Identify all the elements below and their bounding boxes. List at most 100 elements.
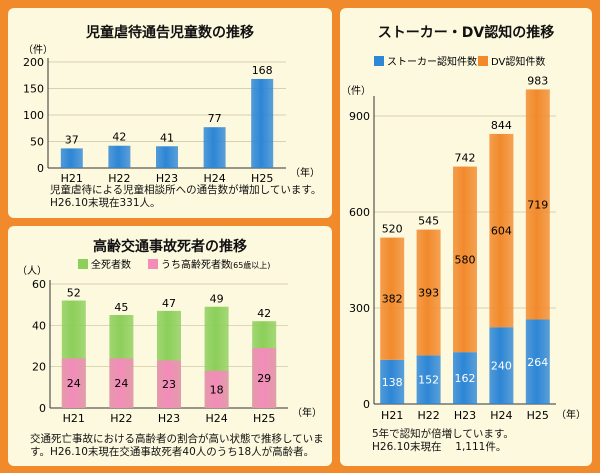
data-label-elderly: 18 xyxy=(210,383,224,396)
data-label-stalker: 240 xyxy=(491,360,512,373)
bar-dv-h22 xyxy=(416,229,441,356)
y-tick-label: 900 xyxy=(349,110,370,123)
data-label: 77 xyxy=(208,112,222,125)
bar-elderly-h22 xyxy=(109,358,134,408)
bar-elderly-h25 xyxy=(252,348,277,408)
legend-swatch xyxy=(148,259,158,269)
note-line-2: す。H26.10末現在交通事故死者40人のうち18人が高齢者。 xyxy=(30,446,315,458)
chart-note: 児童虐待による児童相談所への通告数が増加しています。 H26.10末現在331人… xyxy=(50,184,321,210)
data-label-total: 520 xyxy=(382,223,403,236)
note-line-1: 5年で認知が倍増しています。 xyxy=(372,428,514,440)
y-tick-label: 200 xyxy=(23,56,44,69)
data-label-dv: 393 xyxy=(418,286,439,299)
data-label-total: 983 xyxy=(527,74,548,87)
x-tick-label: H22 xyxy=(110,412,132,425)
x-tick-label: H23 xyxy=(158,412,180,425)
bar-stalker-h21 xyxy=(380,359,405,404)
x-tick-label: H21 xyxy=(63,412,85,425)
stalker-dv-chart: 0 300 600 900 （件） （年） ストーカー認知件数 DV認知件数 138 382 520… xyxy=(341,55,586,422)
x-tick-label: H25 xyxy=(527,409,549,422)
bar-h24 xyxy=(203,127,226,168)
legend-swatch xyxy=(478,56,488,66)
x-tick-label: H23 xyxy=(454,409,476,422)
bar-stalker-h24 xyxy=(489,327,514,404)
x-tick-label: H24 xyxy=(205,412,227,425)
data-label-elderly: 23 xyxy=(162,378,176,391)
x-tick-label: H21 xyxy=(381,409,403,422)
legend-swatch xyxy=(78,259,88,269)
chart-title: ストーカー・DV認知の推移 xyxy=(377,25,555,41)
data-label-elderly: 29 xyxy=(257,372,271,385)
y-tick-label: 150 xyxy=(23,83,44,96)
legend-label: 全死者数 xyxy=(91,258,131,271)
data-label-dv: 719 xyxy=(527,198,548,211)
data-label-total: 742 xyxy=(455,152,476,165)
elderly-traffic-chart: 0 20 40 60（人） （年） 全死者数 うち高齢死者数 (65歳以上) 52 24 H21 45… xyxy=(17,258,322,425)
x-tick-label: H22 xyxy=(108,172,130,185)
data-label-stalker: 162 xyxy=(455,372,476,385)
data-label: 168 xyxy=(252,64,273,77)
bar-h25 xyxy=(251,78,274,168)
bar-dv-h24 xyxy=(489,133,514,328)
x-axis-unit: （年） xyxy=(290,166,320,179)
chart-title: 高齢交通事故死者の推移 xyxy=(93,239,247,255)
legend-label: ストーカー認知件数 xyxy=(387,55,477,68)
x-tick-label: H25 xyxy=(251,172,273,185)
bar-dv-h21 xyxy=(380,237,405,360)
bar-stalker-h25 xyxy=(525,319,550,404)
bar-h21 xyxy=(60,148,83,168)
data-label-stalker: 264 xyxy=(527,356,548,369)
data-label-total: 52 xyxy=(67,287,81,300)
data-label-total: 844 xyxy=(491,119,512,132)
bar-stalker-h22 xyxy=(416,355,441,404)
bar-elderly-h24 xyxy=(204,370,229,408)
y-tick-label: 0 xyxy=(363,398,370,411)
bar-stalker-h23 xyxy=(453,352,477,404)
legend-label: うち高齢死者数 xyxy=(161,258,231,271)
x-tick-label: H24 xyxy=(203,172,225,185)
child-abuse-panel: 児童虐待通告児童数の推移 0 50 100 150 200 （件） （年） 37 H21 42 H2… xyxy=(8,8,332,218)
data-label-dv: 580 xyxy=(455,253,476,266)
data-label-stalker: 138 xyxy=(382,376,403,389)
data-label-dv: 382 xyxy=(382,293,403,306)
data-label-dv: 604 xyxy=(491,225,512,238)
x-tick-label: H21 xyxy=(61,172,83,185)
child-abuse-chart: 0 50 100 150 200（件） （年） 37 H21 42 H22 41 H23 77 H24 16… xyxy=(23,44,320,185)
y-tick-label: 100 xyxy=(23,109,44,122)
chart-note: 交通死亡事故における高齢者の割合が高い状態で推移していま す。H26.10末現在… xyxy=(30,433,324,459)
y-axis-label: （人） xyxy=(17,265,47,277)
data-label-total: 42 xyxy=(257,307,271,320)
legend-label: DV認知件数 xyxy=(491,55,545,68)
note-line-1: 児童虐待による児童相談所への通告数が増加しています。 xyxy=(50,184,322,196)
note-line-2: H26.10末現在 1,111件。 xyxy=(372,441,507,453)
data-label-stalker: 152 xyxy=(418,374,439,387)
elderly-traffic-panel: 高齢交通事故死者の推移 0 20 40 60 （人） （年） 全死者数 うち高齢死者数 (65歳… xyxy=(8,226,332,466)
chart-note: 5年で認知が倍増しています。 H26.10末現在 1,111件。 xyxy=(372,428,514,454)
x-tick-label: H23 xyxy=(156,172,178,185)
legend-note: (65歳以上) xyxy=(230,260,270,270)
data-label-elderly: 24 xyxy=(67,377,81,390)
x-axis-unit: （年） xyxy=(292,406,322,419)
y-tick-label: 0 xyxy=(39,402,46,415)
y-tick-label: 20 xyxy=(32,361,46,374)
y-tick-label: 600 xyxy=(349,206,370,219)
x-tick-label: H24 xyxy=(490,409,512,422)
y-tick-label: 60 xyxy=(32,278,46,291)
chart-title: 児童虐待通告児童数の推移 xyxy=(86,25,254,41)
note-line-1: 交通死亡事故における高齢者の割合が高い状態で推移していま xyxy=(30,433,324,445)
y-axis-label: （件） xyxy=(341,85,371,97)
y-tick-label: 40 xyxy=(32,319,46,332)
data-label-total: 49 xyxy=(210,293,224,306)
x-tick-label: H25 xyxy=(253,412,275,425)
data-label: 41 xyxy=(160,131,174,144)
y-axis-label: （件） xyxy=(23,44,53,56)
bar-h23 xyxy=(156,146,178,168)
bar-dv-h25 xyxy=(525,89,550,320)
y-tick-label: 300 xyxy=(349,302,370,315)
x-axis-unit: （年） xyxy=(556,408,586,421)
note-line-2: H26.10末現在331人。 xyxy=(50,197,161,209)
data-label-total: 45 xyxy=(114,301,128,314)
data-label-elderly: 24 xyxy=(114,377,128,390)
legend-swatch xyxy=(374,56,384,66)
bar-h22 xyxy=(108,145,131,168)
